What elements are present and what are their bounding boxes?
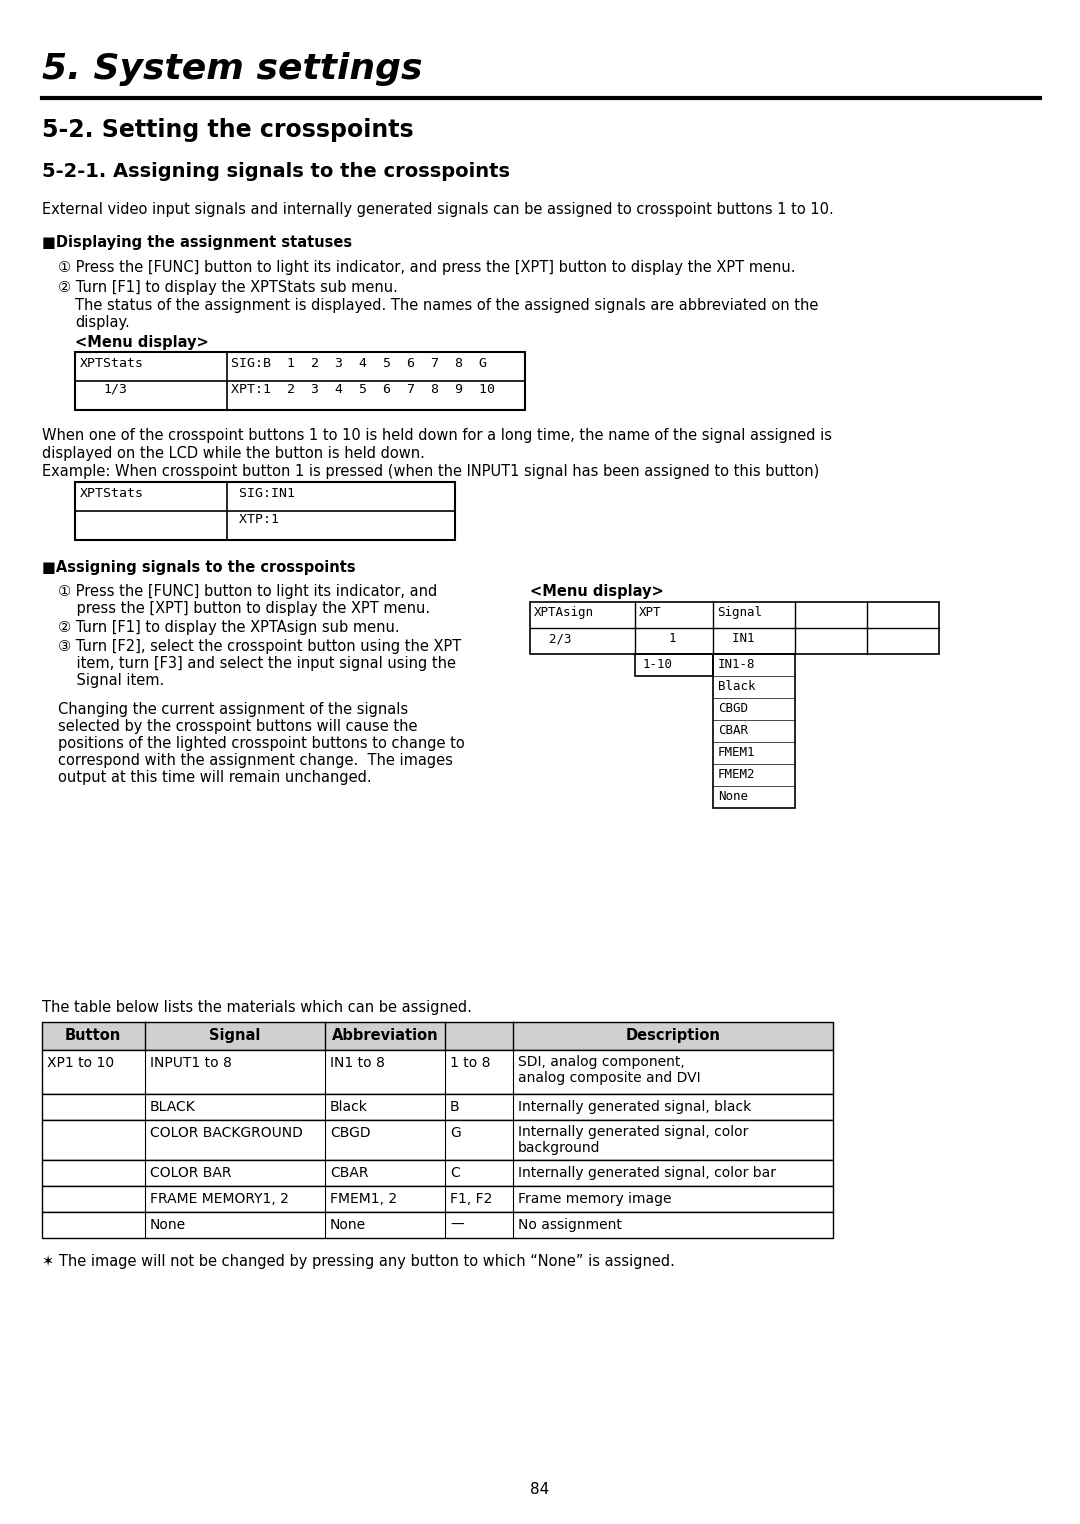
Text: External video input signals and internally generated signals can be assigned to: External video input signals and interna… (42, 203, 834, 216)
Text: ① Press the [FUNC] button to light its indicator, and: ① Press the [FUNC] button to light its i… (58, 584, 437, 599)
Text: display.: display. (75, 315, 130, 331)
Text: press the [XPT] button to display the XPT menu.: press the [XPT] button to display the XP… (58, 600, 430, 616)
Text: Internally generated signal, color: Internally generated signal, color (518, 1125, 748, 1138)
Text: CBAR: CBAR (330, 1166, 368, 1180)
Text: Frame memory image: Frame memory image (518, 1192, 672, 1205)
Text: background: background (518, 1141, 600, 1155)
Bar (530, 602, 939, 654)
Bar (42, 1212, 833, 1237)
Text: Signal: Signal (717, 607, 762, 619)
Text: Internally generated signal, color bar: Internally generated signal, color bar (518, 1166, 777, 1180)
Text: XPT:1  2  3  4  5  6  7  8  9  10: XPT:1 2 3 4 5 6 7 8 9 10 (231, 383, 495, 396)
Text: When one of the crosspoint buttons 1 to 10 is held down for a long time, the nam: When one of the crosspoint buttons 1 to … (42, 428, 832, 443)
Text: 2/3: 2/3 (534, 632, 571, 645)
Text: ③ Turn [F2], select the crosspoint button using the XPT: ③ Turn [F2], select the crosspoint butto… (58, 639, 461, 654)
Text: 1 to 8: 1 to 8 (450, 1056, 490, 1070)
Text: output at this time will remain unchanged.: output at this time will remain unchange… (58, 770, 372, 785)
Text: Abbreviation: Abbreviation (332, 1029, 438, 1042)
Text: XP1 to 10: XP1 to 10 (48, 1056, 114, 1070)
Text: Black: Black (330, 1100, 368, 1114)
Text: Signal item.: Signal item. (58, 674, 164, 687)
Text: ② Turn [F1] to display the XPTStats sub menu.: ② Turn [F1] to display the XPTStats sub … (58, 280, 397, 296)
Text: <Menu display>: <Menu display> (75, 335, 208, 351)
Text: No assignment: No assignment (518, 1218, 622, 1231)
Text: Signal: Signal (210, 1029, 260, 1042)
Text: correspond with the assignment change.  The images: correspond with the assignment change. T… (58, 753, 453, 768)
Text: CBGD: CBGD (718, 703, 748, 715)
Text: SIG:IN1: SIG:IN1 (231, 488, 295, 500)
Text: ■Assigning signals to the crosspoints: ■Assigning signals to the crosspoints (42, 559, 355, 575)
Bar (713, 654, 795, 808)
Text: positions of the lighted crosspoint buttons to change to: positions of the lighted crosspoint butt… (58, 736, 464, 751)
Text: FMEM1: FMEM1 (718, 747, 756, 759)
Bar (75, 482, 455, 539)
Text: 5-2-1. Assigning signals to the crosspoints: 5-2-1. Assigning signals to the crosspoi… (42, 162, 510, 181)
Text: Button: Button (65, 1029, 121, 1042)
Text: None: None (150, 1218, 186, 1231)
Text: None: None (330, 1218, 366, 1231)
Text: 84: 84 (530, 1481, 550, 1497)
Text: FMEM2: FMEM2 (718, 768, 756, 780)
Text: XTP:1: XTP:1 (231, 514, 279, 526)
Text: G: G (450, 1126, 461, 1140)
Text: —: — (450, 1218, 463, 1231)
Text: B: B (450, 1100, 460, 1114)
Text: Example: When crosspoint button 1 is pressed (when the INPUT1 signal has been as: Example: When crosspoint button 1 is pre… (42, 463, 820, 479)
Text: 5. System settings: 5. System settings (42, 52, 422, 85)
Text: IN1-8: IN1-8 (718, 658, 756, 671)
Text: Black: Black (718, 680, 756, 693)
Text: IN1 to 8: IN1 to 8 (330, 1056, 384, 1070)
Text: F1, F2: F1, F2 (450, 1192, 492, 1205)
Bar (75, 352, 525, 410)
Bar (42, 1023, 833, 1050)
Text: ① Press the [FUNC] button to light its indicator, and press the [XPT] button to : ① Press the [FUNC] button to light its i… (58, 261, 796, 274)
Text: BLACK: BLACK (150, 1100, 195, 1114)
Text: 1/3: 1/3 (103, 383, 127, 396)
Text: XPTStats: XPTStats (80, 357, 144, 370)
Text: ■Displaying the assignment statuses: ■Displaying the assignment statuses (42, 235, 352, 250)
Text: CBAR: CBAR (718, 724, 748, 738)
Text: INPUT1 to 8: INPUT1 to 8 (150, 1056, 232, 1070)
Text: FRAME MEMORY1, 2: FRAME MEMORY1, 2 (150, 1192, 288, 1205)
Text: FMEM1, 2: FMEM1, 2 (330, 1192, 397, 1205)
Text: IN1: IN1 (717, 632, 755, 645)
Text: COLOR BAR: COLOR BAR (150, 1166, 231, 1180)
Bar (42, 1094, 833, 1120)
Text: displayed on the LCD while the button is held down.: displayed on the LCD while the button is… (42, 447, 424, 460)
Text: <Menu display>: <Menu display> (530, 584, 664, 599)
Text: 1: 1 (639, 632, 676, 645)
Text: Description: Description (625, 1029, 720, 1042)
Text: SDI, analog component,: SDI, analog component, (518, 1055, 685, 1068)
Bar (42, 1186, 833, 1212)
Bar (42, 1120, 833, 1160)
Text: The status of the assignment is displayed. The names of the assigned signals are: The status of the assignment is displaye… (75, 299, 819, 312)
Text: SIG:B  1  2  3  4  5  6  7  8  G: SIG:B 1 2 3 4 5 6 7 8 G (231, 357, 487, 370)
Text: XPT: XPT (639, 607, 661, 619)
Text: ✶ The image will not be changed by pressing any button to which “None” is assign: ✶ The image will not be changed by press… (42, 1254, 675, 1269)
Text: selected by the crosspoint buttons will cause the: selected by the crosspoint buttons will … (58, 719, 418, 735)
Text: 5-2. Setting the crosspoints: 5-2. Setting the crosspoints (42, 117, 414, 142)
Text: C: C (450, 1166, 460, 1180)
Text: COLOR BACKGROUND: COLOR BACKGROUND (150, 1126, 302, 1140)
Text: analog composite and DVI: analog composite and DVI (518, 1071, 701, 1085)
Text: Changing the current assignment of the signals: Changing the current assignment of the s… (58, 703, 408, 716)
Text: XPTAsign: XPTAsign (534, 607, 594, 619)
Text: 1-10: 1-10 (643, 658, 673, 671)
Text: ② Turn [F1] to display the XPTAsign sub menu.: ② Turn [F1] to display the XPTAsign sub … (58, 620, 400, 636)
Bar (635, 654, 713, 677)
Text: XPTStats: XPTStats (80, 488, 144, 500)
Text: None: None (718, 789, 748, 803)
Bar (42, 1050, 833, 1094)
Text: Internally generated signal, black: Internally generated signal, black (518, 1100, 752, 1114)
Text: The table below lists the materials which can be assigned.: The table below lists the materials whic… (42, 1000, 472, 1015)
Bar (42, 1160, 833, 1186)
Text: item, turn [F3] and select the input signal using the: item, turn [F3] and select the input sig… (58, 655, 456, 671)
Text: CBGD: CBGD (330, 1126, 370, 1140)
